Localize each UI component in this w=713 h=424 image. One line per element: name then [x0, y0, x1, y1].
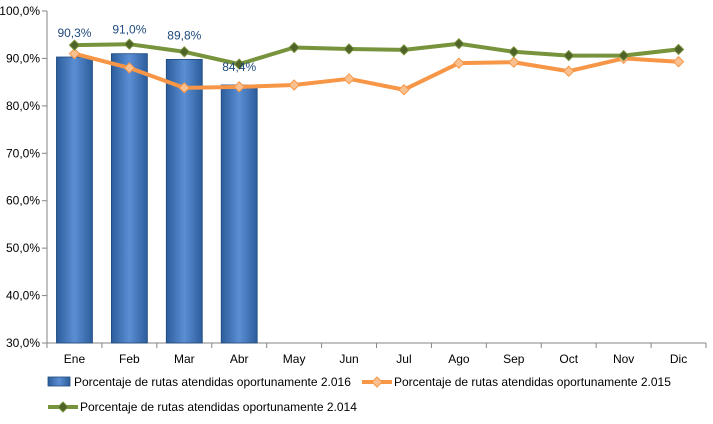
legend-marker — [57, 401, 69, 413]
legend-label: Porcentaje de rutas atendidas oportuname… — [80, 400, 357, 414]
x-tick-label: Abr — [230, 352, 249, 366]
data-point — [233, 81, 245, 93]
data-point — [672, 43, 685, 56]
legend-label: Porcentaje de rutas atendidas oportuname… — [74, 375, 351, 389]
data-point — [508, 46, 520, 58]
data-point — [178, 46, 190, 58]
x-tick-label: Mar — [174, 352, 195, 366]
x-tick-label: Oct — [559, 352, 578, 366]
legend: Porcentaje de rutas atendidas oportuname… — [47, 375, 671, 414]
bar — [110, 53, 148, 344]
x-tick-label: Jul — [396, 352, 411, 366]
data-point — [343, 73, 355, 85]
data-point — [453, 38, 465, 50]
x-tick-label: Ago — [448, 352, 470, 366]
y-tick-label: 60,0% — [6, 194, 40, 208]
x-tick-label: Jun — [339, 352, 358, 366]
y-tick-label: 80,0% — [6, 99, 40, 113]
y-tick-label: 90,0% — [6, 51, 40, 65]
data-point — [398, 84, 410, 96]
data-point — [563, 49, 575, 62]
data-point — [398, 44, 410, 56]
bar — [220, 84, 258, 344]
data-point — [68, 39, 81, 51]
data-point — [68, 47, 81, 60]
data-point — [288, 41, 300, 54]
y-tick-label: 50,0% — [6, 241, 40, 255]
x-tick-label: Nov — [613, 352, 634, 366]
bar-data-label: 84,4% — [222, 60, 256, 74]
data-point — [288, 79, 300, 91]
bar-data-label: 89,8% — [167, 28, 201, 42]
data-point — [123, 62, 136, 74]
data-point — [617, 49, 630, 62]
data-point — [672, 56, 685, 68]
bar-data-label: 91,0% — [112, 23, 146, 37]
legend-swatch — [47, 376, 71, 387]
legend-label: Porcentaje de rutas atendidas oportuname… — [394, 375, 671, 389]
plot-area: 30,0% 40,0% 50,0% 60,0% 70,0% 80,0% 90,0% 100,0… — [0, 4, 707, 366]
x-tick-label: Ene — [64, 352, 86, 366]
x-tick-label: May — [283, 352, 306, 366]
series-line — [73, 51, 679, 92]
x-tick-label: Sep — [503, 352, 525, 366]
data-point — [563, 65, 575, 77]
y-tick-label: 40,0% — [6, 289, 40, 303]
data-point — [233, 58, 245, 70]
data-point — [343, 43, 355, 55]
data-point — [123, 38, 136, 50]
legend-marker — [371, 376, 383, 388]
bar — [165, 58, 203, 344]
data-point — [178, 82, 190, 94]
data-point — [453, 57, 465, 69]
x-tick-label: Feb — [119, 352, 140, 366]
data-point — [508, 56, 520, 68]
y-tick-label: 30,0% — [6, 336, 40, 350]
y-tick-label: 70,0% — [6, 146, 40, 160]
bar-data-label: 90,3% — [57, 26, 91, 40]
bar — [56, 56, 93, 344]
y-tick-label: 100,0% — [0, 4, 40, 18]
series-line — [74, 41, 679, 67]
x-tick-label: Dic — [670, 352, 687, 366]
